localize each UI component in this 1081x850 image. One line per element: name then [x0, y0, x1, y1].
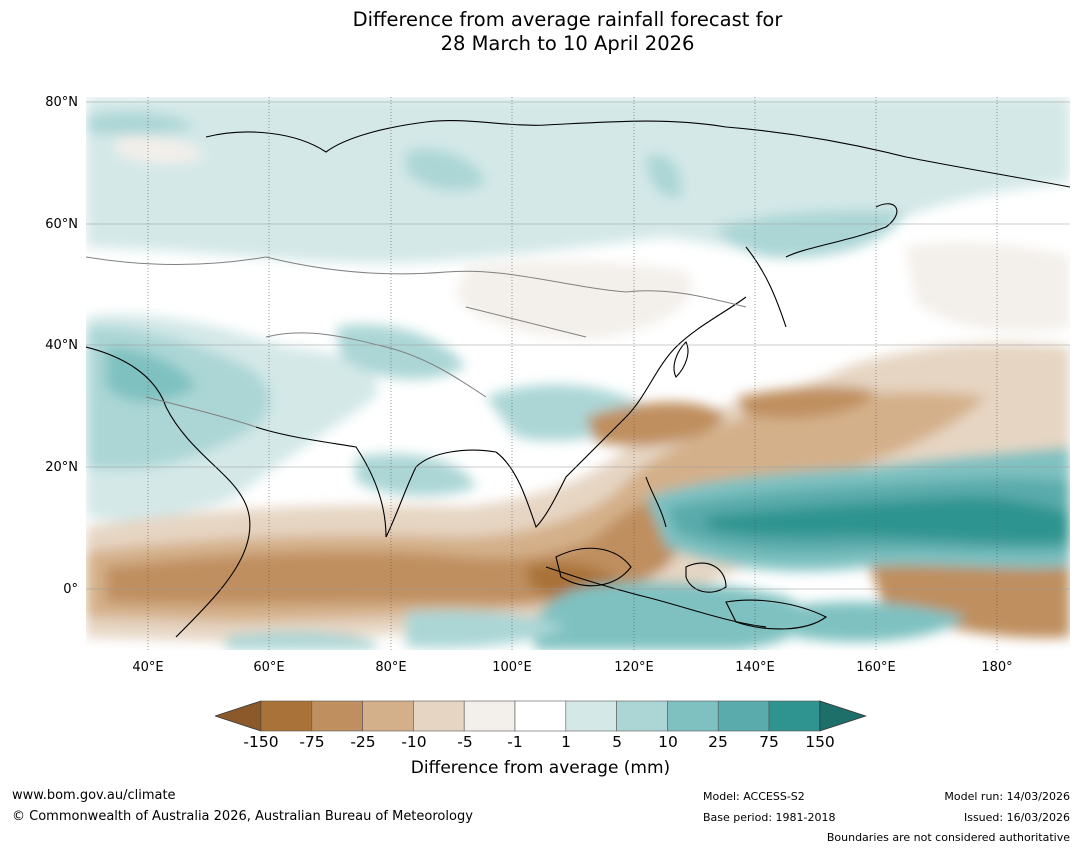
colorbar-segment	[667, 700, 719, 732]
website-text: www.bom.gov.au/climate	[12, 788, 176, 803]
rainfall-anomaly-map	[86, 97, 1070, 650]
colorbar-segment	[565, 700, 617, 732]
cbar-tick-1: -75	[299, 733, 325, 751]
lon-label-140e: 140°E	[735, 660, 775, 675]
lon-label-180: 180°	[981, 660, 1013, 675]
lon-label-160e: 160°E	[856, 660, 896, 675]
cbar-tick-7: 5	[612, 733, 622, 751]
lat-label-20n: 20°N	[45, 460, 78, 475]
boundaries-note: Boundaries are not considered authoritat…	[826, 831, 1070, 844]
lat-label-40n: 40°N	[45, 338, 78, 353]
colorbar	[215, 700, 867, 732]
colorbar-segment	[768, 700, 821, 732]
anomaly-field	[86, 97, 1070, 650]
lat-label-0: 0°	[63, 582, 78, 597]
lon-label-40e: 40°E	[132, 660, 164, 675]
colorbar-segment	[717, 700, 770, 732]
colorbar-segment	[260, 700, 313, 732]
cbar-tick-9: 25	[708, 733, 728, 751]
base-period-text: Base period: 1981-2018	[703, 811, 836, 824]
lon-label-120e: 120°E	[614, 660, 654, 675]
colorbar-label: Difference from average (mm)	[410, 758, 671, 778]
colorbar-extend-low	[215, 700, 262, 732]
lon-label-100e: 100°E	[492, 660, 532, 675]
coastlines	[86, 120, 1070, 638]
lon-label-80e: 80°E	[375, 660, 407, 675]
colorbar-segment	[514, 700, 567, 732]
cbar-tick-8: 10	[658, 733, 678, 751]
cbar-tick-3: -10	[401, 733, 427, 751]
map-title: Difference from average rainfall forecas…	[0, 8, 1081, 56]
cbar-tick-10: 75	[759, 733, 779, 751]
cbar-tick-0: -150	[243, 733, 279, 751]
lat-label-60n: 60°N	[45, 217, 78, 232]
colorbar-segment	[362, 700, 414, 732]
lat-label-80n: 80°N	[45, 95, 78, 110]
colorbar-segment	[616, 700, 668, 732]
colorbar-segment	[463, 700, 516, 732]
issued-text: Issued: 16/03/2026	[963, 811, 1070, 824]
cbar-tick-2: -25	[350, 733, 376, 751]
copyright-text: © Commonwealth of Australia 2026, Austra…	[12, 809, 473, 824]
title-line-1: Difference from average rainfall forecas…	[352, 8, 783, 31]
colorbar-segment	[413, 700, 465, 732]
cbar-tick-11: 150	[805, 733, 835, 751]
model-run-text: Model run: 14/03/2026	[944, 790, 1070, 803]
colorbar-segment	[311, 700, 363, 732]
country-borders	[86, 256, 747, 428]
title-line-2: 28 March to 10 April 2026	[440, 32, 695, 55]
lon-label-60e: 60°E	[253, 660, 285, 675]
graticule	[147, 97, 998, 650]
colorbar-extend-high	[819, 700, 867, 732]
model-text: Model: ACCESS-S2	[703, 790, 805, 803]
cbar-tick-5: -1	[507, 733, 523, 751]
cbar-tick-4: -5	[457, 733, 473, 751]
cbar-tick-6: 1	[561, 733, 571, 751]
